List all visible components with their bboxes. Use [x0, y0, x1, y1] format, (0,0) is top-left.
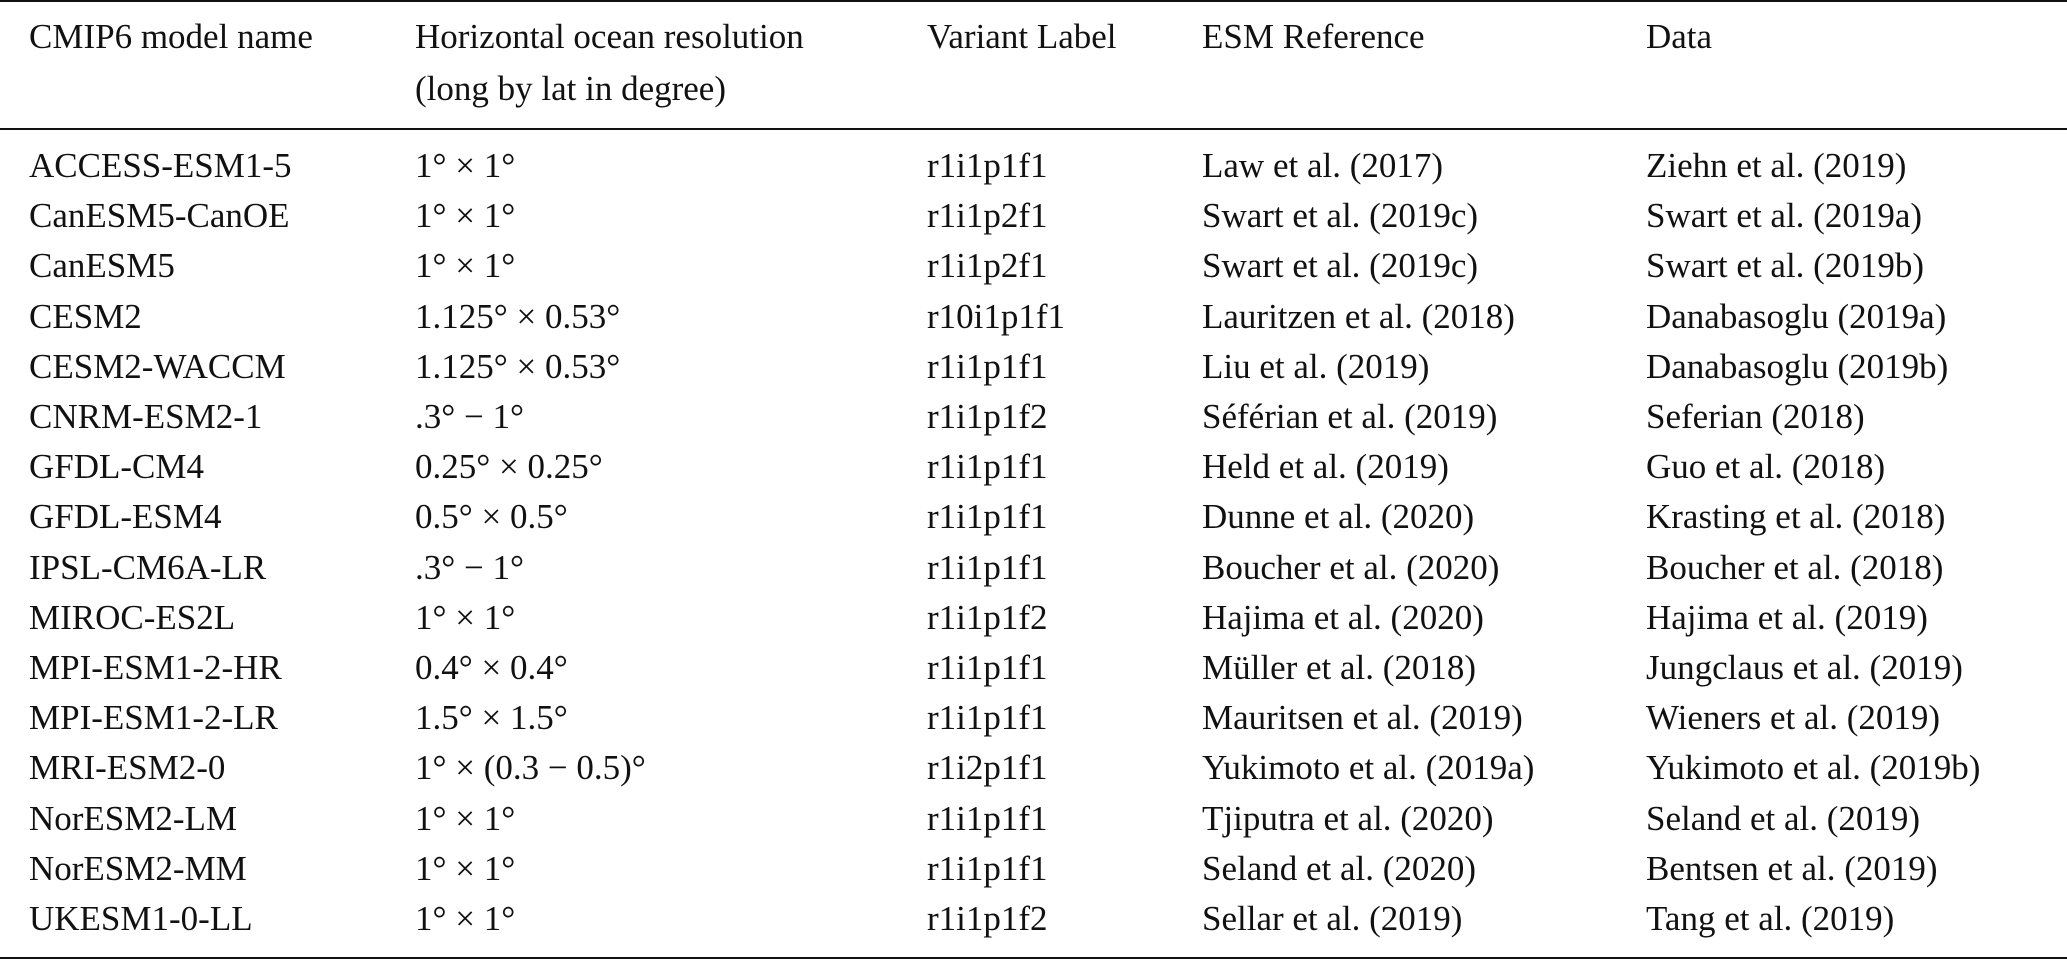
header-cell: ESM Reference	[1202, 17, 1425, 56]
model-name: CanESM5-CanOE	[29, 196, 290, 236]
model-name: MRI-ESM2-0	[29, 748, 226, 788]
resolution: 1° × 1°	[415, 246, 516, 286]
data-reference: Swart et al. (2019a)	[1646, 196, 1923, 236]
data-reference: Yukimoto et al. (2019b)	[1646, 748, 1981, 788]
top-rule	[0, 0, 2067, 2]
model-name: MPI-ESM1-2-HR	[29, 648, 282, 687]
esm-reference: Yukimoto et al. (2019a)	[1202, 748, 1535, 788]
data-reference: Tang et al. (2019)	[1646, 899, 1895, 938]
esm-reference: Swart et al. (2019c)	[1202, 246, 1479, 286]
variant-label: r1i1p2f1	[927, 246, 1048, 286]
esm-reference: Boucher et al. (2020)	[1202, 547, 1500, 587]
variant-label: r1i1p1f1	[927, 146, 1048, 185]
header-cell: (long by lat in degree)	[415, 69, 727, 108]
data-reference: Danabasoglu (2019b)	[1646, 346, 1949, 386]
variant-label: r1i1p1f1	[927, 648, 1048, 687]
data-reference: Krasting et al. (2018)	[1646, 497, 1946, 537]
resolution: 0.5° × 0.5°	[415, 497, 568, 537]
resolution: 1.125° × 0.53°	[415, 296, 621, 336]
data-reference: Seland et al. (2019)	[1646, 798, 1921, 838]
data-reference: Hajima et al. (2019)	[1646, 597, 1928, 637]
data-reference: Jungclaus et al. (2019)	[1646, 648, 1963, 687]
resolution: 1.5° × 1.5°	[415, 698, 568, 738]
resolution: 1° × (0.3 − 0.5)°	[415, 748, 646, 788]
resolution: 1° × 1°	[415, 146, 516, 185]
variant-label: r1i1p1f2	[927, 899, 1048, 938]
model-name: NorESM2-MM	[29, 848, 247, 888]
header-cell: Horizontal ocean resolution	[415, 17, 804, 56]
model-name: CNRM-ESM2-1	[29, 397, 263, 436]
resolution: 1° × 1°	[415, 597, 516, 637]
resolution: .3° − 1°	[415, 547, 524, 587]
resolution: 1.125° × 0.53°	[415, 346, 621, 386]
resolution: 1° × 1°	[415, 196, 516, 236]
header-cell: Variant Label	[927, 17, 1117, 56]
variant-label: r1i1p1f1	[927, 447, 1048, 487]
data-reference: Guo et al. (2018)	[1646, 447, 1886, 487]
esm-reference: Swart et al. (2019c)	[1202, 196, 1479, 236]
variant-label: r1i1p1f1	[927, 346, 1048, 386]
variant-label: r1i2p1f1	[927, 748, 1048, 788]
resolution: 1° × 1°	[415, 899, 516, 938]
resolution: 1° × 1°	[415, 848, 516, 888]
model-name: GFDL-CM4	[29, 447, 205, 487]
variant-label: r1i1p1f1	[927, 698, 1048, 738]
variant-label: r1i1p1f1	[927, 798, 1048, 838]
esm-reference: Mauritsen et al. (2019)	[1202, 698, 1523, 738]
data-reference: Bentsen et al. (2019)	[1646, 848, 1938, 888]
variant-label: r10i1p1f1	[927, 296, 1066, 336]
resolution: 0.4° × 0.4°	[415, 648, 568, 687]
header-cell: CMIP6 model name	[29, 17, 313, 56]
data-reference: Wieners et al. (2019)	[1646, 698, 1941, 738]
variant-label: r1i1p1f2	[927, 597, 1048, 637]
data-reference: Boucher et al. (2018)	[1646, 547, 1944, 587]
esm-reference: Tjiputra et al. (2020)	[1202, 798, 1494, 838]
esm-reference: Lauritzen et al. (2018)	[1202, 296, 1515, 336]
esm-reference: Müller et al. (2018)	[1202, 648, 1477, 687]
esm-reference: Sellar et al. (2019)	[1202, 899, 1463, 938]
resolution: 1° × 1°	[415, 798, 516, 838]
model-name: UKESM1-0-LL	[29, 899, 253, 938]
variant-label: r1i1p1f1	[927, 547, 1048, 587]
esm-reference: Held et al. (2019)	[1202, 447, 1449, 487]
variant-label: r1i1p1f2	[927, 397, 1048, 436]
header-cell: Data	[1646, 17, 1713, 56]
esm-reference: Dunne et al. (2020)	[1202, 497, 1475, 537]
resolution: 0.25° × 0.25°	[415, 447, 603, 487]
model-name: CESM2-WACCM	[29, 346, 286, 386]
model-name: ACCESS-ESM1-5	[29, 146, 292, 185]
model-name: NorESM2-LM	[29, 798, 238, 838]
model-name: CESM2	[29, 296, 142, 336]
variant-label: r1i1p1f1	[927, 497, 1048, 537]
esm-reference: Hajima et al. (2020)	[1202, 597, 1484, 637]
data-reference: Swart et al. (2019b)	[1646, 246, 1924, 286]
resolution: .3° − 1°	[415, 397, 524, 436]
data-reference: Seferian (2018)	[1646, 397, 1865, 436]
esm-reference: Seland et al. (2020)	[1202, 848, 1477, 888]
data-reference: Danabasoglu (2019a)	[1646, 296, 1947, 336]
model-name: GFDL-ESM4	[29, 497, 222, 537]
esm-reference: Liu et al. (2019)	[1202, 346, 1430, 386]
header-rule	[0, 128, 2067, 130]
model-name: CanESM5	[29, 246, 175, 286]
model-name: IPSL-CM6A-LR	[29, 547, 267, 587]
variant-label: r1i1p2f1	[927, 196, 1048, 236]
data-reference: Ziehn et al. (2019)	[1646, 146, 1907, 185]
model-name: MPI-ESM1-2-LR	[29, 698, 278, 738]
bottom-rule	[0, 957, 2067, 959]
model-name: MIROC-ES2L	[29, 597, 236, 637]
variant-label: r1i1p1f1	[927, 848, 1048, 888]
esm-reference: Séférian et al. (2019)	[1202, 397, 1498, 436]
esm-reference: Law et al. (2017)	[1202, 146, 1444, 185]
